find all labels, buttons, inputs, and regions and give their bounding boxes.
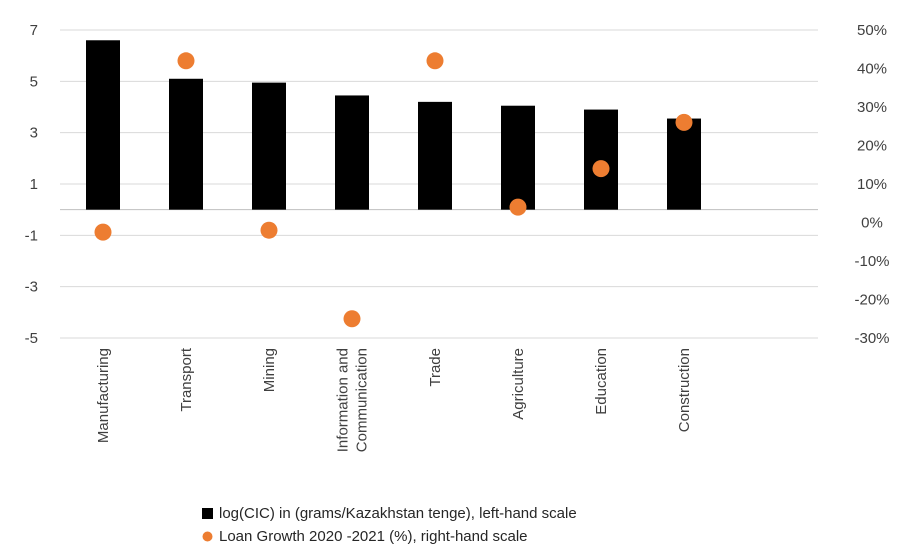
right-tick-label: 50% — [857, 22, 887, 39]
left-tick-label: 3 — [30, 125, 38, 142]
loan-growth-point — [426, 52, 444, 70]
right-tick-label: 30% — [857, 99, 887, 116]
category-label: Education — [593, 348, 610, 415]
bar — [252, 82, 286, 210]
legend-dot-swatch — [202, 531, 213, 542]
legend-bar-label: log(CIC) in (grams/Kazakhstan tenge), le… — [219, 505, 577, 522]
loan-growth-point — [509, 198, 527, 216]
bar — [335, 95, 369, 210]
right-tick-label: -20% — [854, 292, 889, 309]
category-label: Manufacturing — [95, 348, 112, 443]
category-label: Agriculture — [510, 348, 527, 420]
category-label: Mining — [261, 348, 278, 392]
legend-bar-swatch — [202, 508, 213, 519]
category-label: Information and Communication — [335, 348, 371, 452]
left-tick-label: -5 — [25, 330, 38, 347]
category-label: Transport — [178, 347, 195, 411]
left-tick-label: 7 — [30, 22, 38, 39]
right-tick-label: -30% — [854, 330, 889, 347]
left-tick-label: -3 — [25, 279, 38, 296]
loan-growth-point — [592, 160, 610, 178]
loan-growth-point — [94, 223, 112, 241]
right-tick-label: 40% — [857, 61, 887, 78]
bar — [667, 118, 701, 210]
loan-growth-point — [343, 310, 361, 328]
dot-series — [94, 52, 693, 328]
category-label: Construction — [676, 348, 693, 432]
category-labels: Manufacturing Transport Mining Information … — [95, 347, 693, 452]
left-tick-label: 5 — [30, 73, 38, 90]
bar — [86, 40, 120, 210]
legend: log(CIC) in (grams/Kazakhstan tenge), le… — [202, 505, 577, 545]
bar — [169, 78, 203, 210]
right-tick-label: 10% — [857, 176, 887, 193]
right-tick-label: 20% — [857, 138, 887, 155]
category-label: Trade — [427, 348, 444, 387]
right-axis-tick-labels: 50% 40% 30% 20% 10% 0% -10% -20% -30% — [854, 22, 889, 347]
bar — [418, 101, 452, 210]
loan-growth-point — [675, 113, 693, 131]
right-tick-label: -10% — [854, 253, 889, 270]
legend-dot-label: Loan Growth 2020 -2021 (%), right-hand s… — [219, 528, 528, 545]
loan-growth-point — [260, 221, 278, 239]
left-axis-tick-labels: 7 5 3 1 -1 -3 -5 — [25, 22, 38, 347]
left-tick-label: -1 — [25, 227, 38, 244]
loan-growth-point — [177, 52, 195, 70]
bar — [584, 109, 618, 210]
right-tick-label: 0% — [861, 215, 883, 232]
bar — [501, 105, 535, 210]
left-tick-label: 1 — [30, 176, 38, 193]
bar-series — [86, 40, 701, 210]
